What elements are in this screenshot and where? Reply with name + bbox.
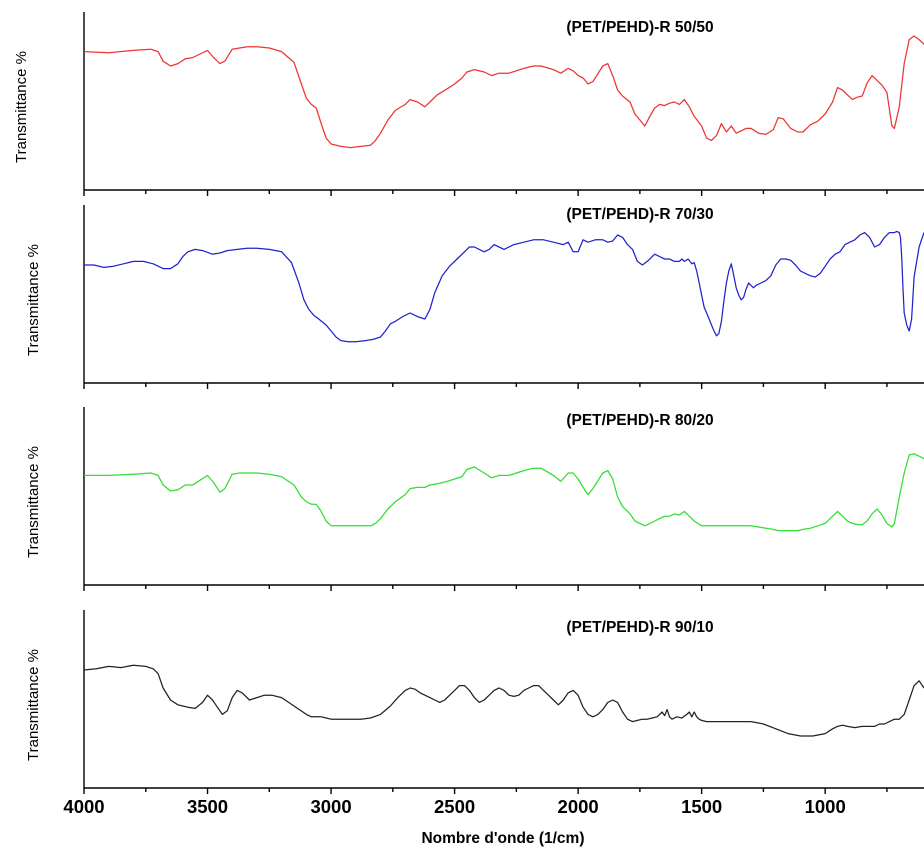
spectrum-line xyxy=(83,664,924,737)
spectrum-panel: (PET/PEHD)-R 70/30 Transmittance % xyxy=(25,205,924,389)
spectrum-line xyxy=(83,35,924,149)
spectrum-panel: (PET/PEHD)-R 80/20 Transmittance % xyxy=(25,407,924,591)
y-axis-label: Transmittance % xyxy=(13,51,30,163)
panel-title: (PET/PEHD)-R 70/30 xyxy=(566,206,713,223)
panel-title: (PET/PEHD)-R 80/20 xyxy=(566,412,713,429)
x-tick-label: 3500 xyxy=(187,796,228,817)
x-tick-label: 1000 xyxy=(805,796,846,817)
x-axis: 4000 3500 3000 2500 2000 1500 1000 xyxy=(63,796,845,817)
x-axis-label: Nombre d'onde (1/cm) xyxy=(421,830,584,847)
panel-title: (PET/PEHD)-R 90/10 xyxy=(566,619,713,636)
x-tick-label: 2000 xyxy=(558,796,599,817)
panel-title: (PET/PEHD)-R 50/50 xyxy=(566,19,713,36)
spectrum-panel: (PET/PEHD)-R 90/10 Transmittance % xyxy=(25,610,924,794)
x-tick-label: 4000 xyxy=(63,796,104,817)
spectrum-line xyxy=(84,453,924,532)
x-tick-label: 1500 xyxy=(681,796,722,817)
y-axis-label: Transmittance % xyxy=(25,446,42,558)
y-axis-label: Transmittance % xyxy=(25,649,42,761)
spectrum-line xyxy=(84,230,924,343)
x-tick-label: 2500 xyxy=(434,796,475,817)
y-axis-label: Transmittance % xyxy=(25,244,42,356)
spectrum-panel: (PET/PEHD)-R 50/50 Transmittance % xyxy=(13,12,924,196)
x-tick-label: 3000 xyxy=(310,796,351,817)
